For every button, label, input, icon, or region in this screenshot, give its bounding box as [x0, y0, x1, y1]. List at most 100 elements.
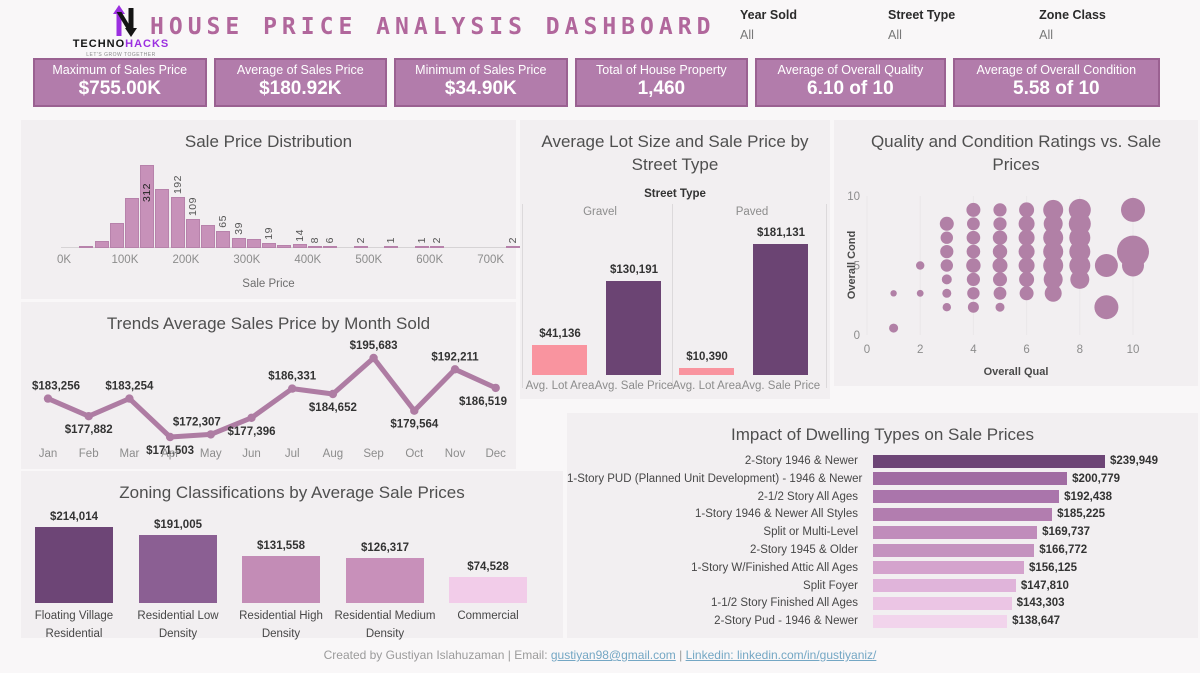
- email-link[interactable]: gustiyan98@gmail.com: [550, 648, 676, 662]
- histogram-bar[interactable]: [201, 224, 216, 248]
- trend-point[interactable]: [247, 413, 256, 422]
- histogram-bar[interactable]: [323, 246, 337, 248]
- bubble-mark[interactable]: [967, 287, 980, 300]
- bubble-mark[interactable]: [1044, 284, 1062, 302]
- histogram-bar[interactable]: [429, 246, 444, 248]
- trend-point[interactable]: [410, 406, 419, 415]
- zoning-bar[interactable]: [35, 527, 113, 603]
- bubble-mark[interactable]: [967, 301, 979, 313]
- street-bar-avg-lot-area[interactable]: [679, 367, 734, 375]
- zoning-bar[interactable]: [139, 535, 217, 603]
- bubble-mark[interactable]: [1019, 286, 1034, 301]
- trend-point[interactable]: [84, 412, 93, 421]
- bubble-mark[interactable]: [1043, 227, 1064, 248]
- histogram-bar[interactable]: [246, 239, 261, 248]
- bubble-mark[interactable]: [966, 202, 981, 217]
- bubble-mark[interactable]: [890, 290, 897, 297]
- bubble-mark[interactable]: [1094, 254, 1118, 277]
- bubble-mark[interactable]: [1043, 199, 1064, 220]
- histogram-bar[interactable]: [216, 230, 231, 248]
- trend-point[interactable]: [288, 384, 297, 393]
- bubble-mark[interactable]: [995, 302, 1005, 312]
- histogram-bar[interactable]: [262, 242, 277, 248]
- histogram-bar[interactable]: [505, 246, 520, 248]
- histogram-bar[interactable]: [170, 196, 185, 248]
- filter-value[interactable]: All: [1039, 28, 1054, 42]
- bubble-mark[interactable]: [1018, 243, 1035, 260]
- bubble-mark[interactable]: [889, 323, 899, 333]
- dwelling-bar[interactable]: [873, 543, 1035, 557]
- trend-point[interactable]: [328, 389, 338, 399]
- zoning-bar[interactable]: [346, 558, 424, 603]
- trend-point[interactable]: [491, 383, 500, 393]
- bubble-mark[interactable]: [993, 217, 1007, 231]
- zoning-bar[interactable]: [449, 576, 527, 603]
- histogram-bar[interactable]: [277, 244, 292, 248]
- bubble-mark[interactable]: [1018, 229, 1035, 246]
- bubble-mark[interactable]: [967, 217, 980, 231]
- histogram-bar[interactable]: [292, 244, 307, 248]
- bubble-mark[interactable]: [941, 274, 952, 285]
- bubble-mark[interactable]: [1043, 269, 1063, 289]
- bubble-mark[interactable]: [1043, 241, 1064, 262]
- bubble-mark[interactable]: [916, 261, 925, 270]
- zoning-bar[interactable]: [242, 556, 320, 603]
- trend-line[interactable]: [45, 355, 499, 440]
- dwelling-bar[interactable]: [873, 596, 1012, 610]
- dwelling-bar[interactable]: [873, 490, 1060, 504]
- bubble-mark[interactable]: [1018, 215, 1035, 232]
- bubble-mark[interactable]: [1043, 214, 1063, 234]
- bubble-mark[interactable]: [940, 245, 954, 259]
- bubble-mark[interactable]: [1068, 198, 1091, 221]
- bubble-mark[interactable]: [993, 203, 1007, 217]
- filter-zone-class[interactable]: Zone Class All: [1039, 8, 1106, 42]
- dwelling-bar[interactable]: [873, 472, 1068, 486]
- bubble-mark[interactable]: [1094, 295, 1119, 320]
- bubble-mark[interactable]: [942, 288, 952, 298]
- dwelling-bar[interactable]: [873, 525, 1038, 539]
- bubble-mark[interactable]: [916, 289, 924, 297]
- dwelling-bar[interactable]: [873, 579, 1016, 593]
- bubble-mark[interactable]: [993, 272, 1007, 287]
- bubble-mark[interactable]: [992, 230, 1008, 245]
- histogram-bar[interactable]: [414, 246, 429, 248]
- bubble-mark[interactable]: [992, 258, 1008, 273]
- bubble-mark[interactable]: [1121, 197, 1145, 222]
- filter-street-type[interactable]: Street Type All: [888, 8, 955, 42]
- bubble-mark[interactable]: [1018, 257, 1035, 274]
- histogram-bar[interactable]: [79, 245, 94, 248]
- histogram-bar[interactable]: [307, 245, 322, 248]
- histogram-bar[interactable]: [185, 219, 200, 248]
- trend-point[interactable]: [369, 353, 378, 363]
- histogram-bar[interactable]: [109, 223, 124, 248]
- trend-point[interactable]: [450, 365, 460, 374]
- trend-point[interactable]: [206, 430, 215, 439]
- histogram-bar[interactable]: [125, 198, 139, 248]
- bubble-mark[interactable]: [940, 231, 953, 244]
- filter-value[interactable]: All: [888, 28, 902, 42]
- dwelling-bar[interactable]: [873, 454, 1105, 468]
- filter-value[interactable]: All: [740, 28, 754, 42]
- trend-point[interactable]: [43, 394, 53, 403]
- trend-point[interactable]: [125, 394, 134, 403]
- bubble-mark[interactable]: [966, 244, 981, 259]
- bubble-mark[interactable]: [1019, 271, 1035, 287]
- bubble-mark[interactable]: [1019, 202, 1035, 218]
- dwelling-bar[interactable]: [873, 561, 1024, 575]
- bubble-mark[interactable]: [939, 216, 954, 231]
- histogram-bar[interactable]: [94, 241, 109, 248]
- histogram-bar[interactable]: [140, 165, 155, 248]
- trend-point[interactable]: [165, 432, 175, 442]
- bubble-mark[interactable]: [1043, 255, 1064, 276]
- histogram-bar[interactable]: [353, 246, 368, 248]
- bubble-mark[interactable]: [966, 272, 980, 286]
- bubble-mark[interactable]: [993, 286, 1007, 300]
- linkedin-link[interactable]: Linkedin: linkedin.com/in/gustiyaniz/: [685, 648, 877, 662]
- bubble-mark[interactable]: [966, 230, 981, 245]
- histogram-bar[interactable]: [384, 246, 398, 248]
- dwelling-bar[interactable]: [873, 507, 1053, 521]
- bubble-mark[interactable]: [940, 259, 953, 272]
- street-bar-avg-sale-price[interactable]: [753, 244, 808, 375]
- bubble-mark[interactable]: [992, 244, 1008, 259]
- street-bar-avg-lot-area[interactable]: [532, 345, 587, 375]
